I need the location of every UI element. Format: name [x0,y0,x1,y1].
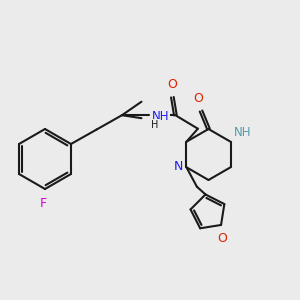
Text: H: H [152,120,159,130]
Text: F: F [40,197,47,210]
Text: NH: NH [152,110,169,123]
Text: O: O [167,78,177,91]
Text: O: O [194,92,203,105]
Text: N: N [174,160,183,173]
Text: O: O [218,232,227,244]
Text: NH: NH [234,126,252,139]
